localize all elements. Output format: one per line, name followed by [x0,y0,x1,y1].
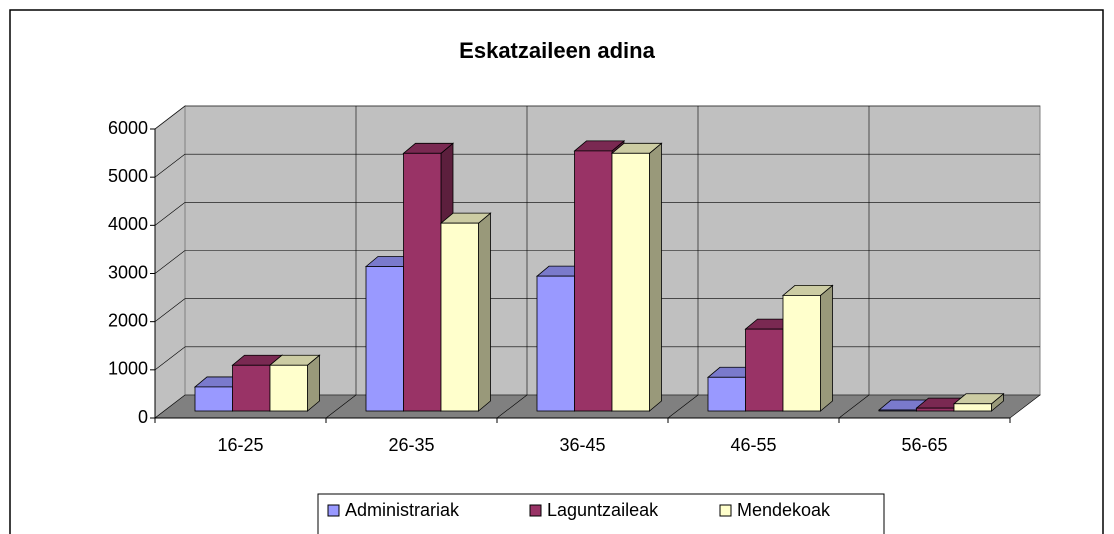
bar [365,266,404,412]
bar [194,386,233,412]
bar-side [478,212,491,412]
y-tick-label: 4000 [108,214,148,234]
bar [269,364,308,412]
y-tick-label: 5000 [108,166,148,186]
bar-side [820,284,833,412]
legend-swatch [529,504,542,517]
bar [782,294,821,412]
chart-title: Eskatzaileen adina [459,38,655,63]
grid-line [154,202,186,226]
y-tick-label: 2000 [108,310,148,330]
legend-label: Administrariak [345,500,460,520]
x-tick-label: 16-25 [217,435,263,455]
bar [536,275,575,412]
category-divider [838,394,870,419]
legend [317,493,885,534]
x-tick-label: 36-45 [559,435,605,455]
x-tick-label: 46-55 [730,435,776,455]
y-tick-label: 0 [138,407,148,427]
bar [440,222,479,412]
y-tick-label: 3000 [108,262,148,282]
legend-label: Mendekoak [737,500,831,520]
grid-line [154,346,186,371]
category-divider [325,394,357,419]
grid-line [154,153,186,178]
bar [232,364,271,412]
grid-line [154,250,186,274]
legend-swatch [719,504,732,517]
bar [745,328,784,412]
y-tick-label: 6000 [108,118,148,138]
bar-side [649,142,662,412]
legend-label: Laguntzaileak [547,500,659,520]
grid-line [154,298,186,322]
bar [707,376,746,412]
legend-swatch [327,504,340,517]
bar [574,150,613,412]
category-divider [496,394,528,419]
x-tick-label: 26-35 [388,435,434,455]
x-tick-label: 56-65 [901,435,947,455]
category-divider [667,394,699,419]
bar [953,403,992,412]
bar [878,409,917,412]
bar [916,407,955,412]
bar [611,152,650,412]
grid-line [154,105,186,130]
bar [403,152,442,412]
y-tick-label: 1000 [108,359,148,379]
